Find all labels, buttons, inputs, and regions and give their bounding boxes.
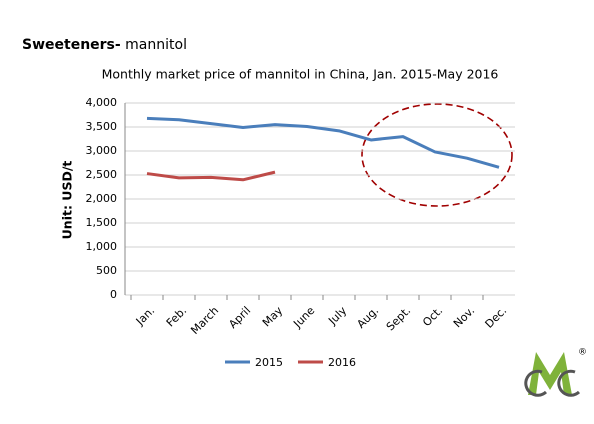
- y-tick-label: 3,000: [86, 144, 118, 157]
- y-tick-label: 2,500: [86, 168, 118, 181]
- x-tick-label: Sept.: [384, 304, 413, 333]
- x-tick-label: April: [226, 304, 253, 331]
- x-tick-label: May: [260, 304, 286, 330]
- x-tick-label: June: [290, 304, 317, 331]
- y-tick-label: 4,000: [86, 96, 118, 109]
- x-tick-label: July: [325, 304, 349, 328]
- x-tick-label: March: [188, 304, 221, 337]
- heading-text: mannitol: [125, 37, 187, 53]
- logo-mark: ®: [578, 348, 587, 358]
- series-line: [146, 170, 276, 182]
- y-axis-label: Unit: USD/t: [60, 161, 75, 240]
- logo: ®: [524, 348, 587, 397]
- chart-title: Monthly market price of mannitol in Chin…: [102, 67, 499, 82]
- page-heading: Sweeteners- mannitol: [22, 37, 187, 53]
- x-tick-label: Nov.: [451, 304, 477, 330]
- y-tick-label: 1,000: [86, 240, 118, 253]
- x-tick-label: Dec.: [483, 304, 510, 331]
- x-tick-label: Feb.: [164, 304, 189, 329]
- y-tick-label: 2,000: [86, 192, 118, 205]
- x-tick-label: Aug.: [354, 304, 381, 331]
- series-line: [146, 116, 500, 169]
- legend-label: 2015: [255, 356, 283, 369]
- x-tick-label: Jan.: [133, 304, 157, 328]
- legend-label: 2016: [328, 356, 356, 369]
- y-tick-label: 1,500: [86, 216, 118, 229]
- y-tick-label: 500: [96, 264, 117, 277]
- x-tick-label: Oct.: [420, 304, 445, 329]
- heading-bold: Sweeteners-: [22, 37, 121, 53]
- y-tick-label: 0: [110, 288, 117, 301]
- y-tick-label: 3,500: [86, 120, 118, 133]
- highlight-ellipse: [361, 103, 513, 207]
